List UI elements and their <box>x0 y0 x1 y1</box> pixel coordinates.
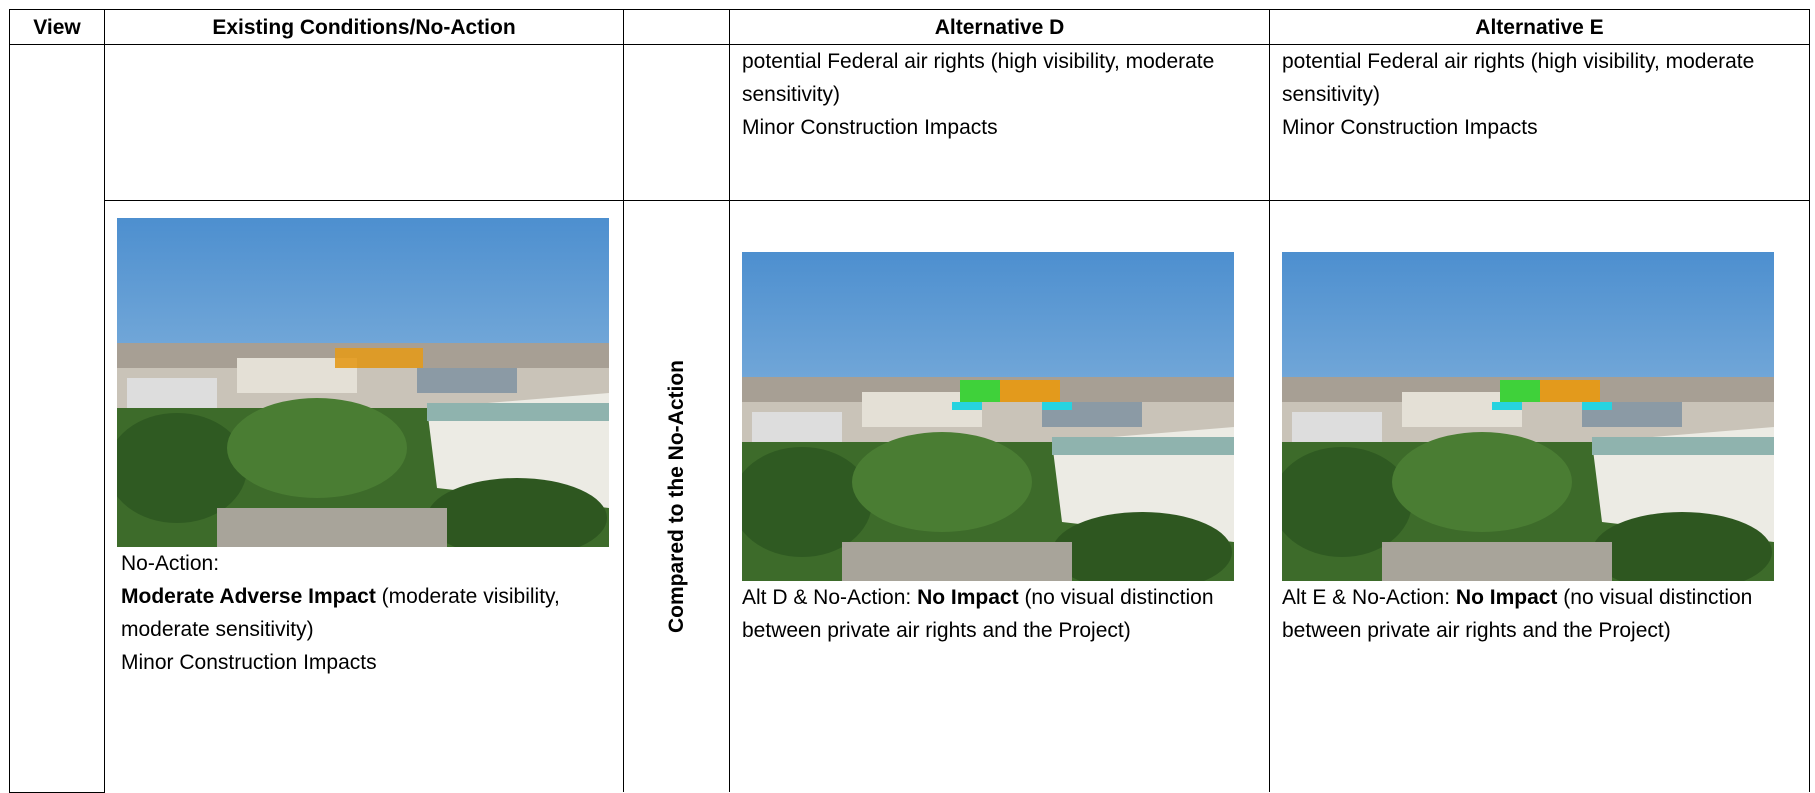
text: (moderate visibility, moderate sensitivi… <box>121 585 560 641</box>
text: potential Federal air rights (high visib… <box>742 50 1215 106</box>
cell: Alt D & No-Action: No Impact (no visual … <box>729 200 1270 792</box>
cell: potential Federal air rights (high visib… <box>729 44 1270 201</box>
page: View Existing Conditions/No-Action Alter… <box>9 9 1810 793</box>
text: Moderate Adverse Impact (moderate visibi… <box>117 580 611 646</box>
rotated-label: Compared to the No-Action <box>665 360 688 633</box>
header-cell: Existing Conditions/No-Action <box>104 9 624 45</box>
photo <box>1282 252 1774 581</box>
cell <box>104 44 624 201</box>
cell: Alt E & No-Action: No Impact (no visual … <box>1269 200 1810 792</box>
text: Minor Construction Impacts <box>742 116 998 139</box>
cell: Compared to the No-Action <box>623 200 730 792</box>
photo <box>742 252 1234 581</box>
text: (no visual distinction between private a… <box>742 586 1214 642</box>
header-cell <box>623 9 730 45</box>
cell <box>623 44 730 201</box>
header-cell: View <box>9 9 105 45</box>
cell: No-Action: Moderate Adverse Impact (mode… <box>104 200 624 792</box>
text: Alt E & No-Action: No Impact (no visual … <box>1282 581 1797 647</box>
text: Alt D & No-Action: No Impact (no visual … <box>742 581 1257 647</box>
view-cell <box>9 44 105 793</box>
bold-text: No Impact <box>917 586 1019 609</box>
text: No-Action: <box>121 552 220 575</box>
cell: potential Federal air rights (high visib… <box>1269 44 1810 201</box>
header-cell: Alternative E <box>1269 9 1810 45</box>
impact-table: View Existing Conditions/No-Action Alter… <box>9 9 1810 793</box>
text: Minor Construction Impacts <box>121 651 377 674</box>
text: Alt D & No-Action: <box>742 586 912 609</box>
header-cell: Alternative D <box>729 9 1270 45</box>
text: (no visual distinction between private a… <box>1282 586 1753 642</box>
text: Minor Construction Impacts <box>1282 116 1538 139</box>
text: potential Federal air rights (high visib… <box>1282 50 1755 106</box>
bold-text: Moderate Adverse Impact <box>121 585 376 608</box>
photo <box>117 218 609 547</box>
bold-text: No Impact <box>1455 586 1558 609</box>
text: Alt E & No-Action: <box>1282 586 1451 609</box>
